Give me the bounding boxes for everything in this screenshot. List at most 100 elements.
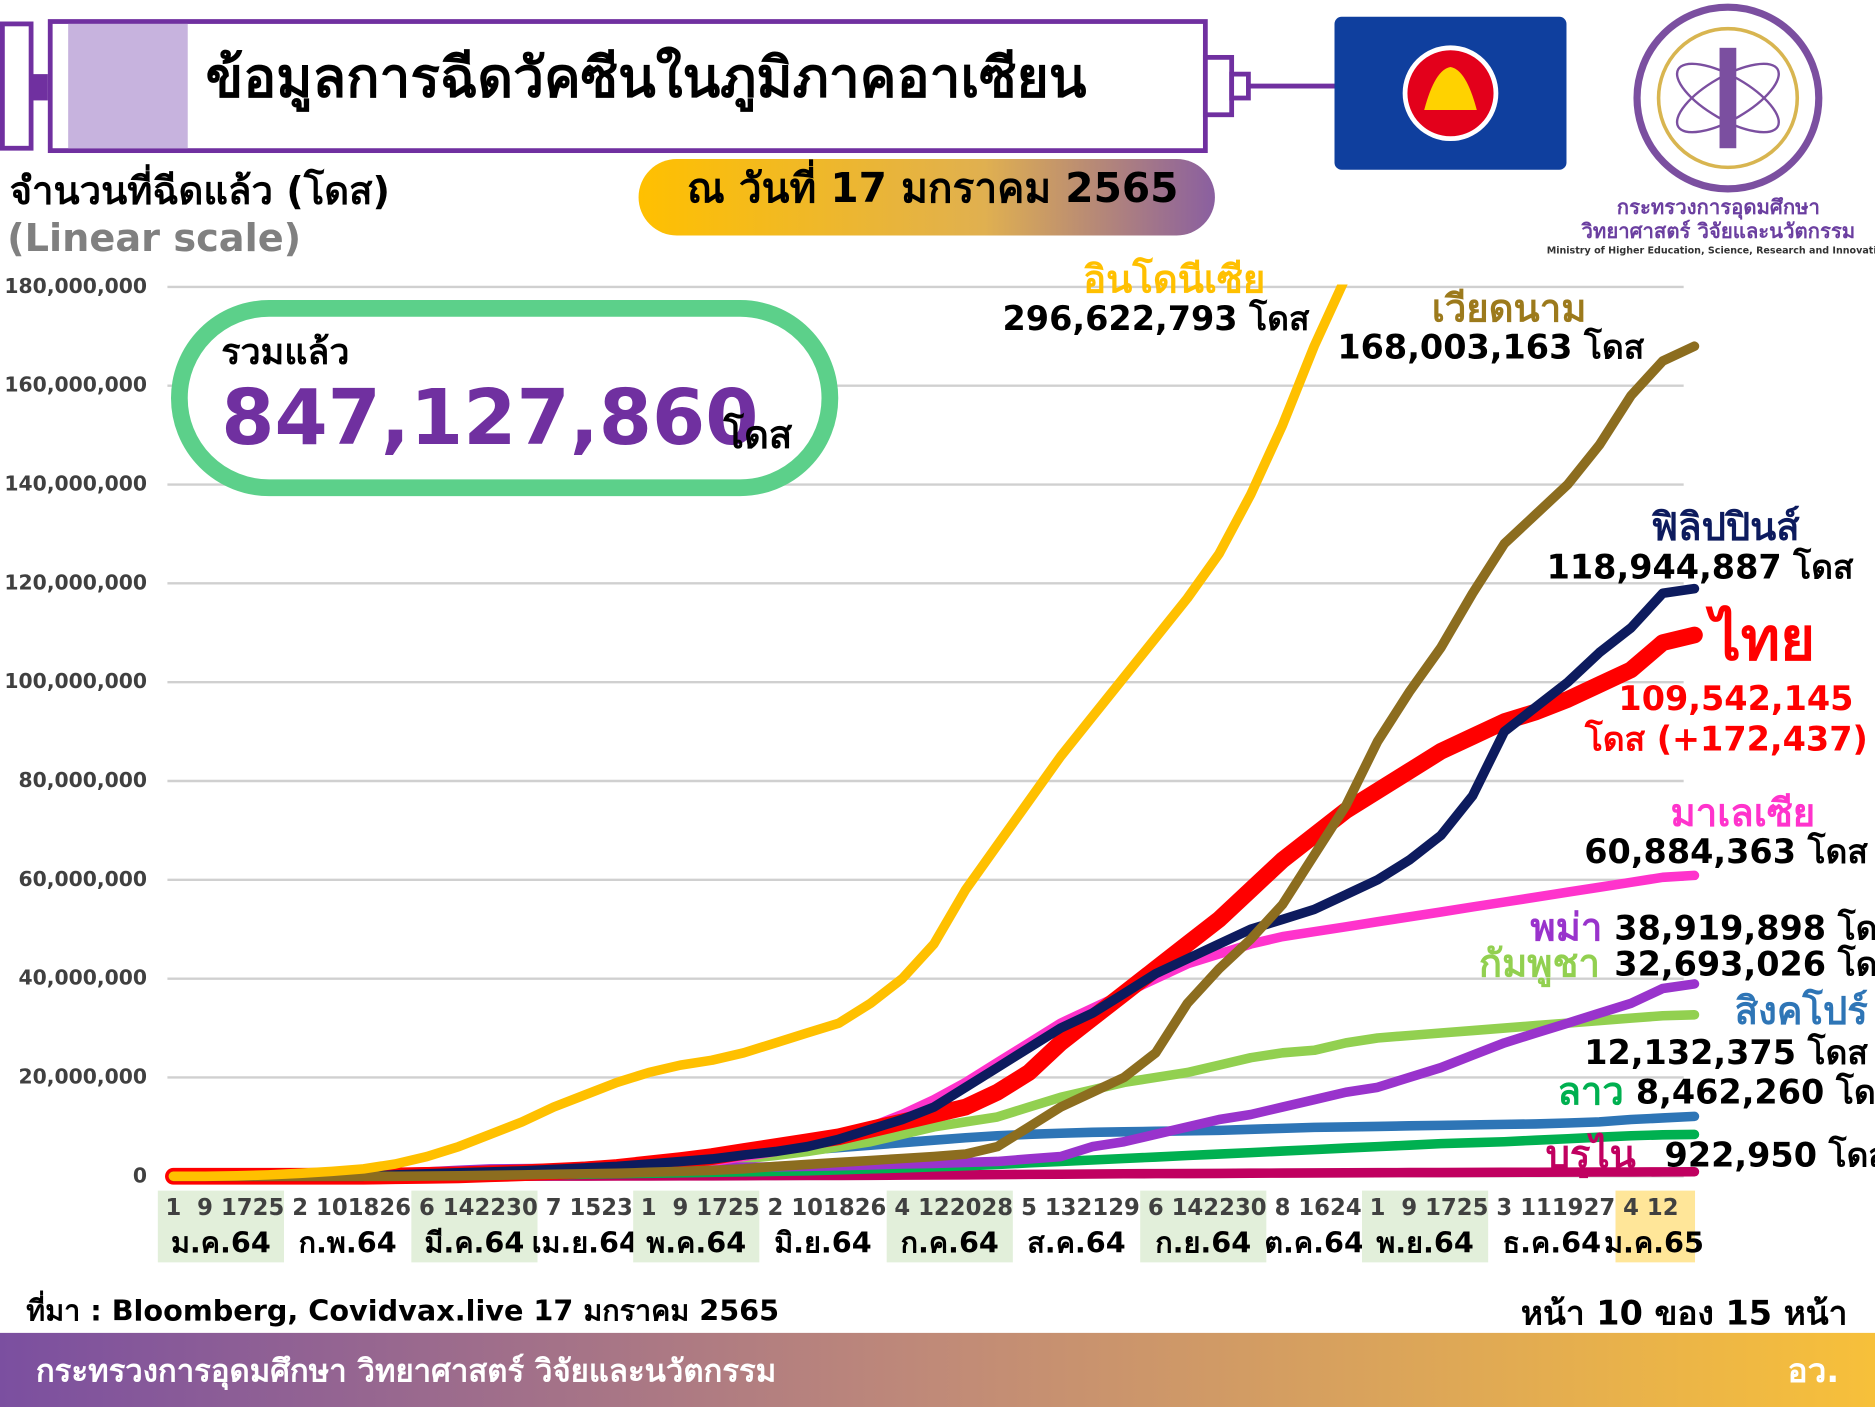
x-tick-label: 17 [696, 1195, 728, 1221]
x-tick-label: 1 [165, 1195, 181, 1221]
series-name: กัมพูชา [1479, 941, 1600, 987]
x-tick-label: 22 [474, 1195, 506, 1221]
x-tick-label: 21 [1077, 1195, 1109, 1221]
value-label: 60,884,363 โดส [1584, 832, 1868, 871]
x-tick-label: 25 [253, 1195, 285, 1221]
x-tick-label: 28 [981, 1195, 1013, 1221]
month-highlight [157, 1190, 285, 1263]
footer-bar [0, 1332, 1875, 1407]
x-tick-label: 6 [419, 1195, 435, 1221]
x-tick-label: 29 [1108, 1195, 1140, 1221]
month-label: ก.พ.64 [299, 1225, 397, 1259]
x-tick-label: 10 [791, 1195, 823, 1221]
x-tick-label: 1 [641, 1195, 657, 1221]
x-tick-label: 6 [1148, 1195, 1164, 1221]
x-tick-label: 20 [950, 1195, 982, 1221]
x-tick-label: 2 [292, 1195, 308, 1221]
footer-ministry: กระทรวงการอุดมศึกษา วิทยาศาสตร์ วิจัยและ… [36, 1353, 776, 1390]
x-tick-label: 17 [1425, 1195, 1457, 1221]
x-tick-label: 12 [1647, 1195, 1679, 1221]
x-tick-label: 25 [728, 1195, 760, 1221]
logo-line: วิทยาศาสตร์ วิจัยและนวัตกรรม [1581, 219, 1855, 243]
month-label: มี.ค.64 [425, 1225, 525, 1259]
x-tick-label: 24 [1330, 1195, 1362, 1221]
month-label: ส.ค.64 [1027, 1225, 1125, 1259]
month-highlight [1362, 1190, 1489, 1263]
logo-line: กระทรวงการอุดมศึกษา [1617, 195, 1820, 220]
x-tick-label: 27 [1584, 1195, 1616, 1221]
series-name: ฟิลิปปินส์ [1651, 505, 1800, 550]
date: ณ วันที่ 17 มกราคม 2565 [687, 159, 1178, 212]
y-tick-label: 180,000,000 [4, 274, 147, 298]
month-label: ม.ค.64 [171, 1225, 271, 1259]
value-label: 12,132,375 โดส [1584, 1033, 1868, 1072]
x-tick-label: 26 [379, 1195, 411, 1221]
x-tick-label: 2 [768, 1195, 784, 1221]
x-tick-label: 25 [1457, 1195, 1489, 1221]
plot-area: 0 20,000,000 40,000,000 60,000,000 80,000,00… [4, 257, 1875, 1263]
x-tick-label: 4 [894, 1195, 910, 1221]
footer-abbr: อว. [1788, 1351, 1840, 1390]
x-tick-label: 9 [1401, 1195, 1417, 1221]
y-axis-title: จำนวนที่ฉีดแล้ว (โดส) [10, 164, 390, 214]
page-number: หน้า 10 ของ 15 หน้า [1521, 1293, 1848, 1332]
x-tick-label: 17 [221, 1195, 253, 1221]
x-tick-label: 11 [1520, 1195, 1552, 1221]
y-tick-label: 0 [133, 1163, 147, 1187]
y-tick-label: 60,000,000 [19, 867, 148, 891]
series-line [168, 284, 1348, 1182]
y-tick-label: 100,000,000 [4, 669, 147, 693]
series-lines [165, 284, 1703, 1185]
y-tick-label: 80,000,000 [19, 768, 148, 792]
month-label: ธ.ค.64 [1503, 1225, 1601, 1259]
x-tick-label: 30 [506, 1195, 538, 1221]
series-line [168, 583, 1700, 1182]
y-tick-label: 120,000,000 [4, 570, 147, 594]
month-label: พ.ย.64 [1376, 1225, 1473, 1259]
asean-flag [1334, 16, 1567, 170]
logo-line: Ministry of Higher Education, Science, R… [1547, 246, 1875, 257]
month-label: ต.ค.64 [1264, 1225, 1364, 1259]
series-line [168, 341, 1700, 1182]
value-label: 118,944,887 โดส [1547, 548, 1854, 587]
x-tick-label: 12 [918, 1195, 950, 1221]
value-label: 32,693,026 โดส [1614, 944, 1875, 983]
series-name: สิงคโปร์ [1735, 988, 1868, 1034]
month-highlight [1140, 1190, 1267, 1263]
month-label: มิ.ย.64 [774, 1225, 871, 1259]
total-box [170, 300, 839, 497]
value-note: โดส (+172,437) [1584, 720, 1868, 759]
x-tick-label: 10 [316, 1195, 348, 1221]
x-tick-label: 14 [1172, 1195, 1204, 1221]
month-highlight [886, 1190, 1013, 1263]
total-unit: โดส [722, 412, 792, 458]
series-name: เวียดนาม [1432, 286, 1587, 331]
month-label: พ.ค.64 [646, 1225, 746, 1259]
title: ข้อมูลการฉีดวัคซีนในภูมิภาคอาเซียน [206, 45, 1087, 112]
total-label: รวมแล้ว [221, 332, 349, 373]
x-tick-label: 1 [1370, 1195, 1386, 1221]
value-label: 922,950 โดส [1665, 1136, 1875, 1175]
x-tick-label: 19 [1552, 1195, 1584, 1221]
month-highlight [411, 1190, 538, 1263]
series-name: ไทย [1705, 605, 1816, 675]
month-label: ม.ค.65 [1604, 1225, 1704, 1259]
month-label: ก.ค.64 [901, 1225, 999, 1259]
x-tick-label: 14 [443, 1195, 475, 1221]
x-tick-label: 3 [1496, 1195, 1512, 1221]
y-tick-label: 140,000,000 [4, 472, 147, 496]
ministry-logo [1633, 3, 1823, 193]
month-highlight [633, 1190, 760, 1263]
y-tick-label: 40,000,000 [19, 966, 148, 990]
syringe-banner [0, 19, 1337, 154]
x-tick-label: 8 [1275, 1195, 1291, 1221]
x-tick-label: 5 [1021, 1195, 1037, 1221]
date-pill [638, 158, 1215, 236]
month-label: เม.ย.64 [532, 1225, 639, 1259]
value-label: 109,542,145 [1618, 679, 1853, 718]
series-name: ลาว [1557, 1069, 1623, 1114]
series-name: บรูไน [1546, 1132, 1636, 1179]
scale-note: (Linear scale) [7, 216, 301, 261]
